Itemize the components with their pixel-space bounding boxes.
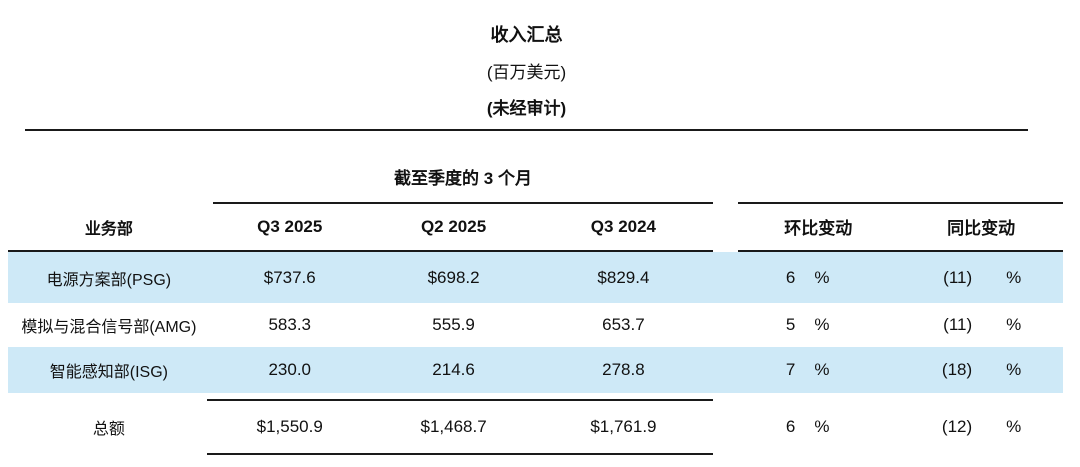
yoy-value: (18)	[941, 360, 973, 379]
cell-qoq-change: 7 %	[737, 360, 899, 380]
period-group-underline	[213, 202, 713, 204]
title-block: 收入汇总 (百万美元) (未经审计)	[25, 16, 1028, 117]
yoy-percent-sign: %	[1006, 315, 1022, 334]
cell-qoq-change: 5 %	[737, 315, 899, 335]
qoq-value: 5	[785, 315, 796, 334]
total-label: 总额	[92, 421, 125, 438]
total-row-bottom-divider	[207, 453, 713, 455]
cell-q3-2024: 278.8	[602, 360, 645, 379]
column-header-yoy-change: 同比变动	[947, 219, 1016, 238]
cell-q3-2025: 230.0	[268, 360, 311, 379]
qoq-value: 6	[785, 267, 796, 287]
qoq-percent-sign: %	[814, 267, 830, 287]
row-label: 智能感知部(ISG)	[49, 364, 169, 381]
cell-q3-2025: 583.3	[268, 315, 311, 334]
qoq-percent-sign: %	[814, 315, 830, 334]
page-title: 收入汇总	[490, 25, 563, 45]
header-divider-left	[8, 250, 713, 252]
qoq-value: 7	[785, 360, 796, 379]
qoq-percent-sign: %	[814, 360, 830, 379]
total-q2-2025: $1,468.7	[420, 417, 487, 436]
column-header-q2-2025: Q2 2025	[420, 216, 487, 236]
yoy-percent-sign: %	[1006, 267, 1022, 287]
table-header-row: 业务部 Q3 2025 Q2 2025 Q3 2024 环比变动 同比变动	[8, 203, 1063, 250]
cell-q2-2025: $698.2	[427, 267, 480, 287]
unaudited-subtitle: (未经审计)	[486, 99, 567, 118]
cell-q3-2025: $737.6	[263, 267, 316, 287]
yoy-percent-sign: %	[1006, 417, 1022, 436]
cell-qoq-change: 6 %	[737, 268, 899, 288]
total-row: 总额 $1,550.9 $1,468.7 $1,761.9 6 % (12) %	[8, 401, 1063, 453]
column-header-q3-2024: Q3 2024	[590, 216, 657, 236]
cell-q3-2024: 653.7	[602, 315, 645, 334]
period-group-header: 截至季度的 3 个月	[394, 169, 532, 188]
yoy-percent-sign: %	[1006, 360, 1022, 379]
total-yoy-change: (12) %	[899, 417, 1063, 437]
column-header-qoq-change: 环比变动	[784, 219, 853, 238]
cell-yoy-change: (11) %	[899, 268, 1063, 288]
column-header-business-unit: 业务部	[84, 220, 133, 238]
table-row: 模拟与混合信号部(AMG) 583.3 555.9 653.7 5 % (11)…	[8, 303, 1063, 347]
column-header-q3-2025: Q3 2025	[257, 216, 323, 236]
yoy-value: (12)	[941, 417, 973, 436]
header-divider-right	[738, 250, 1063, 252]
row-label: 模拟与混合信号部(AMG)	[21, 319, 197, 336]
title-divider	[25, 129, 1028, 131]
total-qoq-change: 6 %	[737, 417, 899, 437]
row-label: 电源方案部(PSG)	[46, 271, 172, 289]
change-group-underline	[738, 202, 1063, 204]
table-row: 智能感知部(ISG) 230.0 214.6 278.8 7 % (18) %	[8, 347, 1063, 393]
yoy-value: (11)	[943, 267, 973, 287]
cell-yoy-change: (18) %	[899, 360, 1063, 380]
cell-yoy-change: (11) %	[899, 315, 1063, 335]
units-subtitle: (百万美元)	[486, 63, 567, 82]
total-row-top-divider	[207, 399, 713, 401]
yoy-value: (11)	[943, 315, 973, 334]
total-q3-2025: $1,550.9	[256, 417, 323, 436]
cell-q2-2025: 214.6	[432, 360, 475, 379]
table-row: 电源方案部(PSG) $737.6 $698.2 $829.4 6 % (11)…	[8, 252, 1063, 303]
cell-q3-2024: $829.4	[597, 267, 650, 287]
total-q3-2024: $1,761.9	[590, 417, 657, 436]
qoq-value: 6	[785, 417, 796, 436]
cell-q2-2025: 555.9	[432, 315, 475, 334]
qoq-percent-sign: %	[814, 417, 830, 436]
